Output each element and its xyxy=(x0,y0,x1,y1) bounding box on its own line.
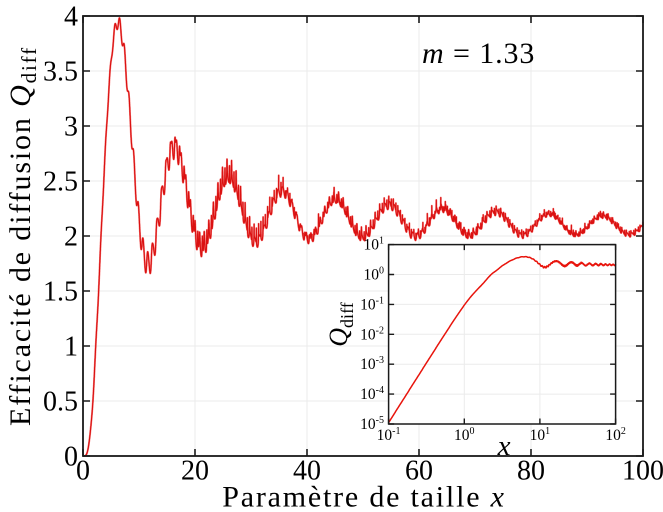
svg-text:1: 1 xyxy=(64,332,78,363)
svg-text:Paramètre de taille x: Paramètre de taille x xyxy=(222,481,506,512)
svg-text:3: 3 xyxy=(64,112,78,143)
svg-text:m = 1.33: m = 1.33 xyxy=(422,37,535,70)
svg-text:100: 100 xyxy=(364,266,385,284)
svg-text:20: 20 xyxy=(181,456,209,487)
svg-text:100: 100 xyxy=(622,456,663,487)
svg-text:80: 80 xyxy=(517,456,545,487)
svg-text:2.5: 2.5 xyxy=(43,167,78,198)
svg-text:Qdiff: Qdiff xyxy=(324,302,357,346)
svg-text:Efficacité de diffusion Qdiff: Efficacité de diffusion Qdiff xyxy=(4,46,41,426)
svg-text:101: 101 xyxy=(530,426,551,444)
svg-text:3.5: 3.5 xyxy=(43,57,78,88)
svg-text:60: 60 xyxy=(405,456,433,487)
svg-text:0.5: 0.5 xyxy=(43,387,78,418)
svg-text:4: 4 xyxy=(64,2,78,33)
svg-text:101: 101 xyxy=(364,236,385,254)
svg-text:0: 0 xyxy=(76,456,90,487)
svg-text:0: 0 xyxy=(64,442,78,473)
svg-text:1.5: 1.5 xyxy=(43,277,78,308)
svg-text:40: 40 xyxy=(293,456,321,487)
svg-text:100: 100 xyxy=(454,426,475,444)
svg-text:102: 102 xyxy=(605,426,626,444)
svg-text:x: x xyxy=(497,430,511,462)
svg-text:2: 2 xyxy=(64,222,78,253)
